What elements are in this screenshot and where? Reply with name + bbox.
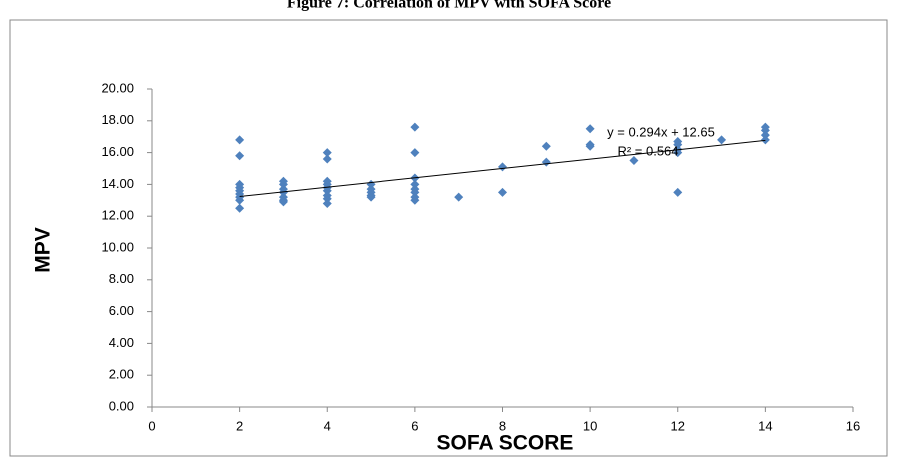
x-tick-label: 8 (499, 418, 506, 433)
chart-frame (9, 19, 888, 457)
point (410, 179, 420, 189)
point (322, 186, 332, 196)
chart-title: Figure 7: Correlation of MPV with SOFA S… (287, 0, 611, 12)
x-tick-label: 12 (671, 418, 685, 433)
y-tick-label: 20.00 (101, 80, 134, 95)
point (673, 187, 683, 197)
point (585, 141, 595, 151)
point (410, 122, 420, 132)
y-tick-label: 8.00 (109, 271, 134, 286)
y-tick-label: 18.00 (101, 112, 134, 127)
trendline-r-squared: R² = 0.564 (617, 143, 678, 158)
point (760, 130, 770, 140)
y-tick-label: 4.00 (109, 335, 134, 350)
point (366, 192, 376, 202)
y-axis-title: MPV (32, 227, 55, 273)
x-tick-label: 16 (846, 418, 860, 433)
x-tick-label: 4 (324, 418, 331, 433)
y-tick-label: 2.00 (109, 367, 134, 382)
x-tick-label: 2 (236, 418, 243, 433)
x-tick-label: 6 (411, 418, 418, 433)
x-axis-title: SOFA SCORE (437, 432, 574, 455)
x-tick-label: 10 (583, 418, 597, 433)
point (717, 135, 727, 145)
point (278, 187, 288, 197)
point (235, 151, 245, 161)
point (235, 195, 245, 205)
point (410, 195, 420, 205)
trendline-equation: y = 0.294x + 12.65 (607, 124, 715, 139)
point (454, 192, 464, 202)
point (235, 203, 245, 213)
point (278, 179, 288, 189)
y-tick-label: 16.00 (101, 144, 134, 159)
y-tick-label: 14.00 (101, 176, 134, 191)
trendline (239, 139, 766, 198)
point (322, 194, 332, 204)
point (322, 148, 332, 158)
point (235, 135, 245, 145)
point (629, 156, 639, 166)
point (498, 187, 507, 197)
point (410, 148, 420, 158)
point (278, 197, 288, 207)
x-tick-label: 0 (148, 418, 155, 433)
y-tick-label: 6.00 (109, 303, 134, 318)
y-tick-label: 12.00 (101, 208, 134, 223)
point (410, 187, 420, 197)
point (322, 198, 332, 208)
point (541, 141, 551, 151)
point (585, 124, 595, 134)
point (673, 140, 683, 150)
point (760, 135, 770, 145)
y-tick-label: 0.00 (109, 398, 134, 413)
y-tick-label: 10.00 (101, 239, 134, 254)
point (322, 154, 332, 164)
point (760, 125, 770, 135)
x-tick-label: 14 (758, 418, 772, 433)
